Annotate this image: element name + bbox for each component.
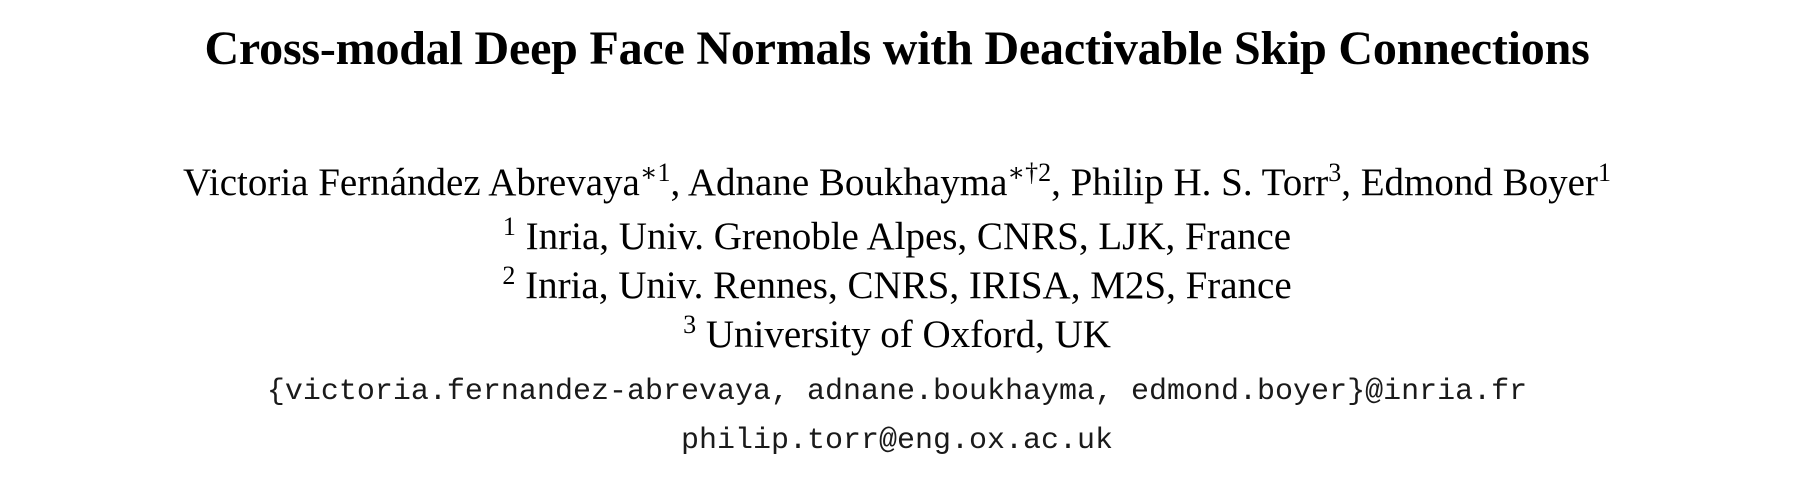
affiliation-text: Inria, Univ. Grenoble Alpes, CNRS, LJK, … <box>515 215 1292 258</box>
author-list: Victoria Fernández Abrevaya∗1, Adnane Bo… <box>0 160 1794 206</box>
email-line-oxford: philip.torr@eng.ox.ac.uk <box>680 424 1114 458</box>
author-separator: , <box>1341 161 1361 204</box>
email-line-inria: {victoria.fernandez-abrevaya, adnane.bou… <box>266 375 1528 409</box>
affiliation-text: Inria, Univ. Rennes, CNRS, IRISA, M2S, F… <box>515 264 1292 307</box>
author-name: Philip H. S. Torr <box>1070 161 1329 204</box>
affiliation-text: University of Oxford, UK <box>696 313 1111 356</box>
affiliation-3: 3 University of Oxford, UK <box>0 312 1794 358</box>
affiliation-1: 1 Inria, Univ. Grenoble Alpes, CNRS, LJK… <box>0 214 1794 260</box>
affiliation-marker: 2 <box>502 261 516 290</box>
author-marker: ∗†2 <box>1007 158 1052 187</box>
affiliation-marker: 1 <box>502 212 516 241</box>
affiliation-2: 2 Inria, Univ. Rennes, CNRS, IRISA, M2S,… <box>0 263 1794 309</box>
author-1: Victoria Fernández Abrevaya∗1, <box>183 158 688 205</box>
author-separator: , <box>670 161 688 204</box>
author-name: Adnane Boukhayma <box>687 161 1008 204</box>
author-4: Edmond Boyer1 <box>1360 158 1611 205</box>
author-marker: 3 <box>1328 158 1342 187</box>
paper-title: Cross-modal Deep Face Normals with Deact… <box>204 22 1590 75</box>
author-name: Edmond Boyer <box>1360 161 1598 204</box>
affiliation-marker: 3 <box>683 310 697 339</box>
author-marker: ∗1 <box>639 158 671 187</box>
author-name: Victoria Fernández Abrevaya <box>183 161 640 204</box>
author-2: Adnane Boukhayma∗†2, <box>687 158 1071 205</box>
author-marker: 1 <box>1597 158 1611 187</box>
author-separator: , <box>1051 161 1071 204</box>
author-3: Philip H. S. Torr3, <box>1070 158 1361 205</box>
